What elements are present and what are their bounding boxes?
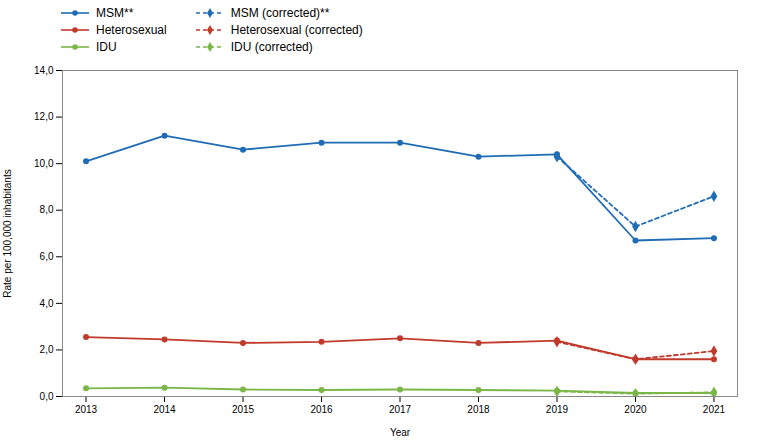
svg-text:4,0: 4,0 <box>40 298 54 309</box>
svg-text:Year: Year <box>390 427 411 438</box>
html-text:MSM**: MSM** <box>96 6 134 20</box>
html-text:MSM (corrected)**: MSM (corrected)** <box>230 6 330 20</box>
svg-text:2018: 2018 <box>467 404 490 415</box>
html-text:IDU (corrected): IDU (corrected) <box>230 40 313 54</box>
svg-text:8,0: 8,0 <box>40 204 54 215</box>
svg-text:2016: 2016 <box>310 404 333 415</box>
svg-text:12,0: 12,0 <box>34 111 54 122</box>
svg-text:2014: 2014 <box>153 404 176 415</box>
svg-text:2,0: 2,0 <box>40 344 54 355</box>
svg-text:Rate per 100,000 inhabitants: Rate per 100,000 inhabitants <box>2 169 13 297</box>
svg-text:2019: 2019 <box>546 404 569 415</box>
html-text:Heterosexual: Heterosexual <box>96 23 167 37</box>
svg-text:0,0: 0,0 <box>40 391 54 402</box>
svg-text:2021: 2021 <box>703 404 726 415</box>
html-text:Heterosexual (corrected): Heterosexual (corrected) <box>230 23 363 37</box>
svg-text:2020: 2020 <box>624 404 647 415</box>
svg-text:2015: 2015 <box>232 404 255 415</box>
svg-text:2017: 2017 <box>389 404 412 415</box>
html-text:IDU: IDU <box>96 40 117 54</box>
svg-text:14,0: 14,0 <box>34 65 54 76</box>
svg-text:2013: 2013 <box>75 404 98 415</box>
svg-text:10,0: 10,0 <box>34 158 54 169</box>
svg-text:6,0: 6,0 <box>40 251 54 262</box>
